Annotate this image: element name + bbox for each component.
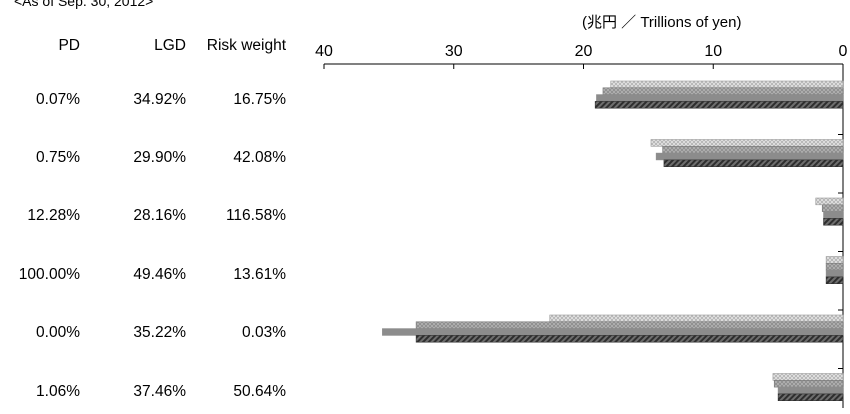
cell-pd: 1.06% [36, 383, 80, 400]
bar-series-3 [825, 269, 844, 278]
unit-label: (兆円 ／ Trillions of yen) [582, 14, 742, 31]
cell-rw: 0.03% [242, 324, 286, 341]
cell-rw: 50.64% [233, 383, 286, 400]
cell-lgd: 37.46% [133, 383, 186, 400]
bar-series-1 [650, 139, 844, 147]
cell-lgd: 35.22% [133, 324, 186, 341]
bar-series-2 [773, 379, 844, 388]
as-of-date: <As of Sep. 30, 2012> [14, 0, 154, 9]
bar-series-1 [610, 80, 844, 89]
bar-series-2 [662, 146, 844, 154]
cell-pd: 100.00% [18, 266, 80, 283]
bar-series-3 [596, 94, 844, 102]
cell-lgd: 29.90% [133, 149, 186, 166]
cell-pd: 0.00% [36, 324, 80, 341]
cell-lgd: 34.92% [133, 91, 186, 108]
bar-series-4 [777, 393, 844, 401]
bar-series-1 [825, 256, 844, 264]
x-tick-label: 40 [315, 43, 333, 60]
bar-series-4 [415, 335, 844, 343]
bar-series-2 [415, 321, 844, 329]
bar-series-3 [382, 328, 844, 336]
cell-rw: 116.58% [225, 207, 286, 224]
x-tick-label: 0 [839, 43, 848, 60]
bar-series-1 [772, 373, 844, 381]
bar-series-4 [823, 218, 844, 226]
bar-series-1 [549, 314, 844, 323]
cell-pd: 0.07% [36, 91, 80, 108]
header-risk-weight: Risk weight [206, 37, 286, 54]
cell-pd: 12.28% [27, 207, 80, 224]
cell-rw: 16.75% [233, 91, 286, 108]
bar-series-3 [777, 386, 844, 395]
cell-lgd: 49.46% [133, 266, 186, 283]
x-tick-label: 20 [575, 43, 593, 60]
bar-series-2 [602, 87, 844, 95]
bar-series-4 [825, 276, 844, 284]
bar-series-4 [594, 101, 844, 109]
x-tick-label: 30 [445, 43, 463, 60]
bar-series-4 [663, 159, 844, 167]
cell-rw: 13.61% [233, 266, 286, 283]
bar-series-1 [815, 197, 844, 206]
cell-rw: 42.08% [233, 149, 286, 166]
header-lgd: LGD [154, 37, 186, 54]
cell-pd: 0.75% [36, 149, 80, 166]
bar-series-2 [825, 262, 844, 271]
header-pd: PD [58, 37, 80, 54]
bar-series-2 [821, 204, 844, 212]
x-tick-label: 10 [704, 43, 722, 60]
cell-lgd: 28.16% [133, 207, 186, 224]
bar-series-3 [823, 211, 844, 219]
bar-series-3 [655, 152, 844, 161]
